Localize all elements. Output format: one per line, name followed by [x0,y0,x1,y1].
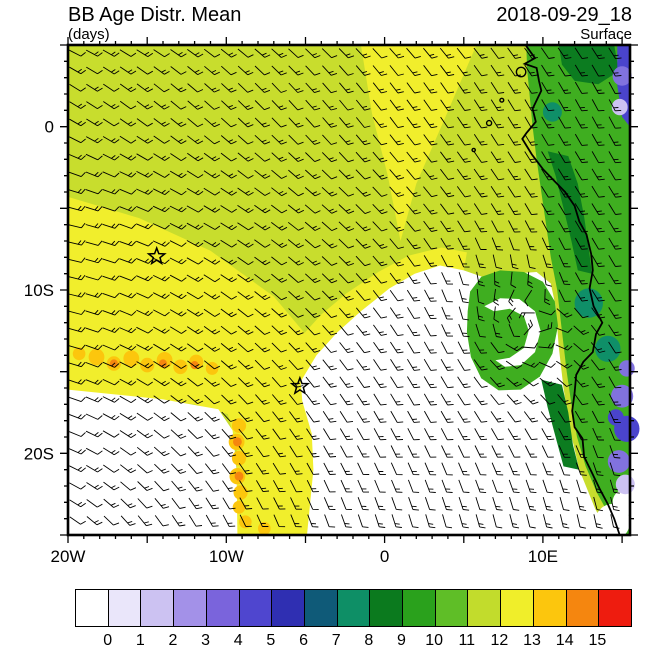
colorbar-tick-label: 6 [299,632,308,649]
header-left: BB Age Distr. Mean (days) [68,4,241,43]
svg-text:10E: 10E [528,547,558,566]
station-star-markers [146,245,311,395]
svg-text:20W: 20W [51,547,86,566]
axis-ticks [60,37,638,543]
colorbar-cell [141,590,175,626]
colorbar-cell [403,590,436,626]
colorbar-labels: 0 1 2 3 4 5 6 7 8 9 10 11 12 13 14 15 [75,632,630,654]
filled-contours [68,45,640,540]
colorbar-cell [304,590,338,626]
colorbar-cell [206,590,240,626]
colorbar-cell [239,590,273,626]
colorbar-cell [272,590,305,626]
colorbar-cell [337,590,371,626]
colorbar-tick-label: 7 [331,632,341,649]
colorbar-cell [174,590,207,626]
colorbar-tick-label: 9 [397,632,406,649]
colorbar-cell [566,590,600,626]
plot-level-label: Surface [580,26,632,43]
wind-barbs [68,47,622,529]
colorbar-tick-label: 2 [168,632,178,649]
colorbar-cell [76,590,109,626]
colorbar-tick-label: 5 [266,632,276,649]
plot-units-label: (days) [68,26,110,43]
colorbar-cell [468,590,502,626]
coastline [471,44,621,536]
colorbar-cell [370,590,404,626]
svg-text:0: 0 [380,547,389,566]
colorbar [75,589,632,627]
colorbar-tick-label: 1 [135,632,145,649]
colorbar-tick-label: 14 [555,632,574,649]
colorbar-tick-label: 4 [233,632,243,649]
svg-text:0: 0 [45,118,54,137]
colorbar-cell [501,590,534,626]
colorbar-tick-label: 8 [364,632,374,649]
header-right: 2018-09-29_18 Surface [496,4,632,43]
colorbar-tick-label: 0 [103,632,113,649]
colorbar-tick-label: 12 [490,632,509,649]
svg-text:10W: 10W [209,547,244,566]
plot-datetime: 2018-09-29_18 [496,4,632,26]
map-plot: 0 10S 20S 20W 10W 0 10E [24,37,640,566]
colorbar-tick-label: 15 [588,632,607,649]
plot-border [66,43,632,537]
axis-labels: 0 10S 20S 20W 10W 0 10E [24,118,558,566]
colorbar-cell [435,590,469,626]
colorbar-tick-label: 13 [523,632,541,649]
colorbar-cell [533,590,567,626]
colorbar-tick-label: 3 [201,632,211,649]
colorbar-cell [108,590,142,626]
colorbar-cell [599,590,631,626]
plot-title: BB Age Distr. Mean [68,4,242,26]
colorbar-tick-label: 11 [458,632,476,649]
svg-text:10S: 10S [24,281,54,300]
colorbar-tick-label: 10 [425,632,444,649]
svg-text:20S: 20S [24,444,54,463]
